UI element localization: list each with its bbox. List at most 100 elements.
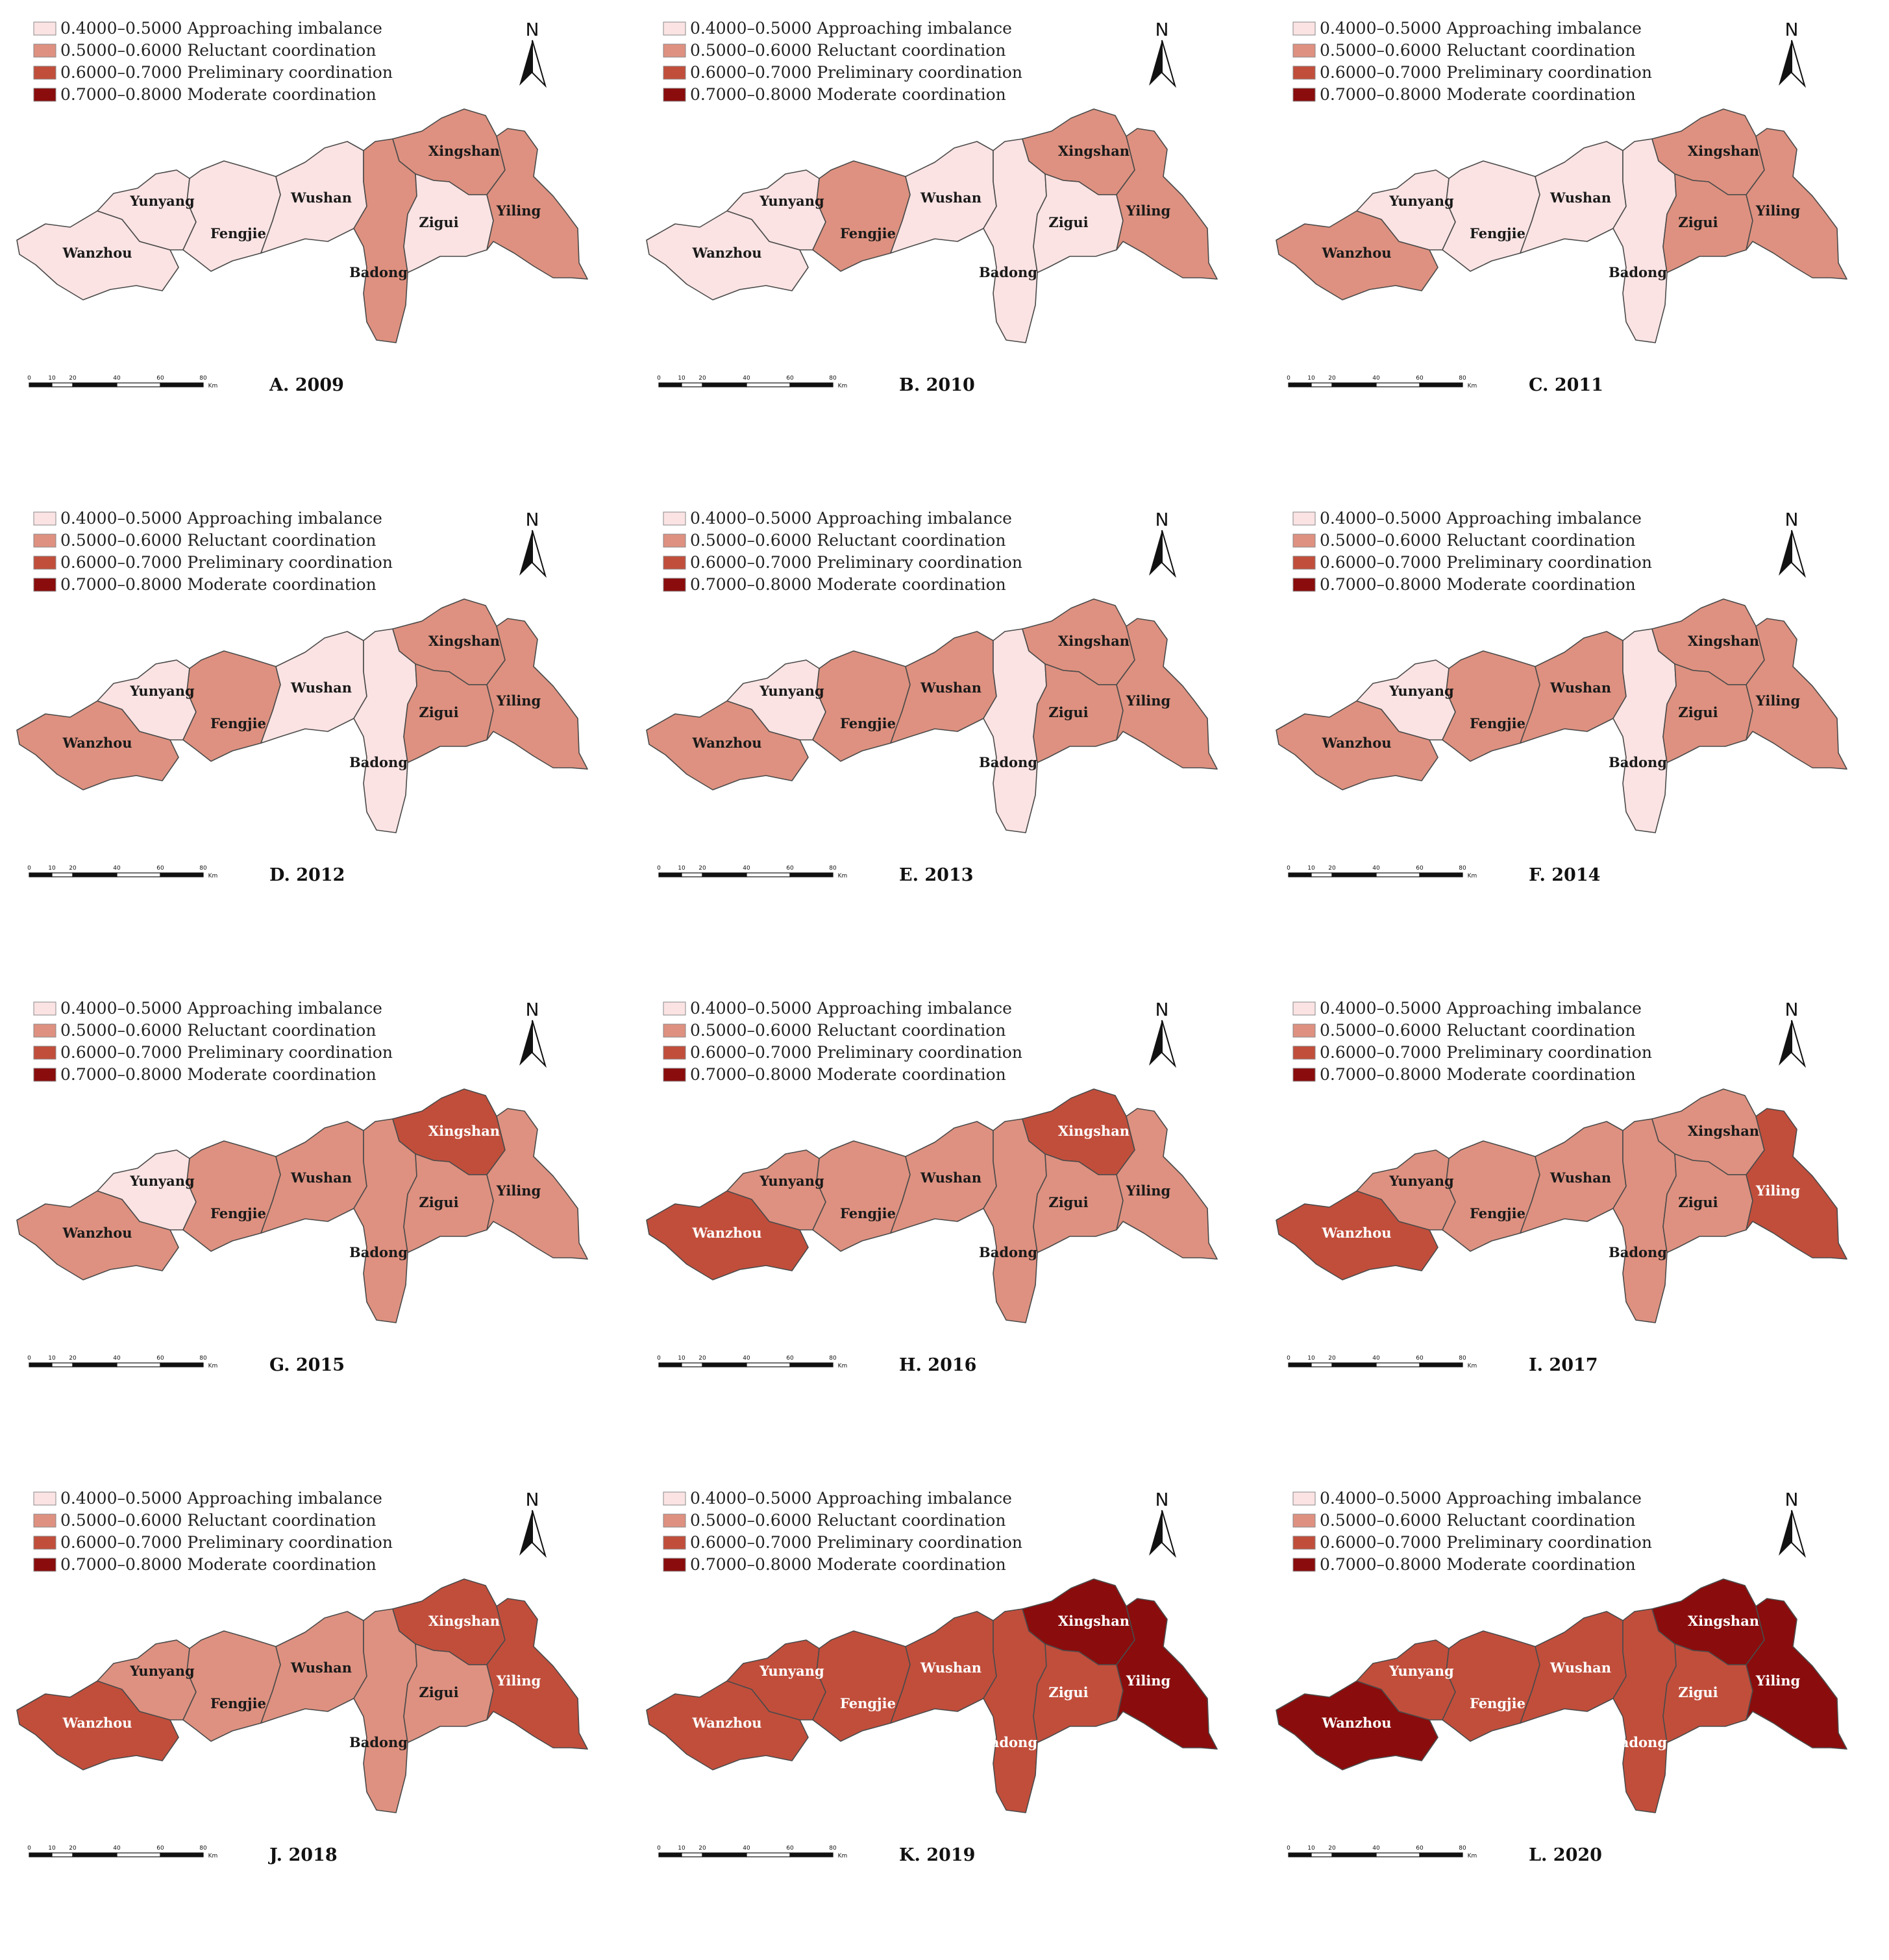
district-label: Yunyang: [1389, 193, 1454, 209]
north-arrow: N: [1779, 509, 1807, 578]
legend-label: 0.5000–0.6000 Reluctant coordination: [1320, 41, 1635, 60]
map-panel-svg: 0.4000–0.5000 Approaching imbalance 0.500…: [1276, 999, 1847, 1375]
legend-label: 0.7000–0.8000 Moderate coordination: [60, 575, 377, 594]
map-panel-svg: 0.4000–0.5000 Approaching imbalance 0.500…: [1276, 1489, 1847, 1865]
district-label: Wanzhou: [1321, 245, 1391, 261]
scale-tick-label: 10: [678, 1355, 685, 1362]
map-panel: 0.4000–0.5000 Approaching imbalance 0.500…: [1259, 1470, 1889, 1960]
district-label: Zigui: [1678, 214, 1718, 230]
scale-tick-label: 60: [1416, 1355, 1424, 1362]
legend-swatch: [33, 1023, 56, 1038]
legend-label: 0.5000–0.6000 Reluctant coordination: [690, 1021, 1006, 1040]
district-label: Fengjie: [840, 1205, 896, 1221]
map-panel: 0.4000–0.5000 Approaching imbalance 0.500…: [1259, 0, 1889, 490]
scale-unit: Km: [838, 1363, 848, 1369]
legend-swatch: [33, 533, 56, 548]
legend-swatch: [663, 578, 686, 592]
legend-swatch: [663, 88, 686, 102]
north-arrow-icon: [1791, 1020, 1807, 1068]
district-label: Wanzhou: [691, 1225, 761, 1241]
map-panel: 0.4000–0.5000 Approaching imbalance 0.500…: [0, 1470, 630, 1960]
scale-segment: [702, 382, 747, 387]
scale-tick-label: 40: [113, 375, 121, 382]
legend-label: 0.4000–0.5000 Approaching imbalance: [1320, 999, 1642, 1018]
panel-title: L. 2020: [1529, 1845, 1602, 1865]
map-panel: 0.4000–0.5000 Approaching imbalance 0.500…: [630, 980, 1259, 1470]
district-wanzhou: [16, 210, 179, 300]
map-panel-svg: 0.4000–0.5000 Approaching imbalance 0.500…: [16, 509, 588, 885]
scale-segment: [1331, 1362, 1377, 1367]
scale-tick-label: 60: [1416, 865, 1424, 872]
scale-unit: Km: [1468, 1363, 1477, 1369]
legend-swatch: [663, 1513, 686, 1528]
legend-label: 0.4000–0.5000 Approaching imbalance: [690, 1489, 1012, 1508]
district-label: Badong: [1609, 1244, 1667, 1260]
legend: 0.4000–0.5000 Approaching imbalance 0.500…: [663, 999, 1022, 1084]
district-label: Fengjie: [1470, 1695, 1525, 1711]
district-label: Yiling: [496, 1182, 541, 1199]
scale-tick-label: 40: [1372, 865, 1380, 872]
scale-segment: [1419, 1852, 1463, 1857]
legend-label: 0.7000–0.8000 Moderate coordination: [60, 1065, 377, 1084]
north-arrow-icon: [519, 1510, 532, 1556]
district-label: Xingshan: [1688, 633, 1759, 649]
map-panel-svg: 0.4000–0.5000 Approaching imbalance 0.500…: [646, 19, 1218, 395]
scale-tick-label: 60: [786, 865, 794, 872]
legend-swatch: [663, 1536, 686, 1550]
map-grid: 0.4000–0.5000 Approaching imbalance 0.500…: [16, 0, 1889, 1865]
district-label: Badong: [979, 1244, 1037, 1260]
district-label: Zigui: [1048, 1684, 1088, 1700]
district-zigui: [403, 663, 494, 763]
scale-segment: [29, 1362, 53, 1367]
district-label: Fengjie: [1470, 1205, 1525, 1221]
legend-label: 0.6000–0.7000 Preliminary coordination: [60, 1043, 393, 1062]
scale-tick-label: 0: [657, 865, 661, 872]
panel-title: C. 2011: [1529, 375, 1603, 395]
legend-label: 0.4000–0.5000 Approaching imbalance: [1320, 1489, 1642, 1508]
north-arrow-icon: [532, 40, 547, 88]
district-yiling: [1746, 618, 1847, 770]
district-label: Wushan: [1549, 1170, 1611, 1186]
panel-title: A. 2009: [269, 375, 344, 395]
district-fengjie: [182, 1630, 281, 1742]
legend-label: 0.4000–0.5000 Approaching imbalance: [690, 509, 1012, 528]
legend-swatch: [663, 43, 686, 58]
map-panel: 0.4000–0.5000 Approaching imbalance 0.500…: [1259, 980, 1889, 1470]
legend-label: 0.6000–0.7000 Preliminary coordination: [1320, 1043, 1652, 1062]
district-map: Wanzhou Yunyang Fengjie Wushan Badong Xingsha…: [16, 1088, 588, 1323]
legend: 0.4000–0.5000 Approaching imbalance 0.500…: [1292, 509, 1652, 594]
district-label: Fengjie: [210, 715, 266, 731]
district-label: Badong: [1609, 1734, 1667, 1750]
north-arrow-icon: [532, 530, 547, 578]
north-arrow-icon: [1161, 40, 1177, 88]
legend-swatch: [663, 533, 686, 548]
legend-label: 0.7000–0.8000 Moderate coordination: [690, 1555, 1006, 1574]
scale-tick-label: 0: [1287, 375, 1290, 382]
district-label: Wanzhou: [62, 1225, 132, 1241]
district-label: Wushan: [920, 680, 982, 696]
district-fengjie: [812, 1140, 911, 1252]
scale-segment: [789, 1362, 833, 1367]
legend: 0.4000–0.5000 Approaching imbalance 0.500…: [1292, 999, 1652, 1084]
district-label: Xingshan: [428, 143, 500, 159]
scale-tick-label: 40: [113, 865, 121, 872]
map-panel-svg: 0.4000–0.5000 Approaching imbalance 0.500…: [16, 999, 588, 1375]
scale-segment: [746, 872, 791, 877]
legend-label: 0.6000–0.7000 Preliminary coordination: [60, 553, 393, 572]
district-label: Badong: [349, 754, 408, 770]
scale-tick-label: 20: [69, 865, 77, 872]
scale-tick-label: 80: [829, 865, 837, 872]
district-label: Zigui: [1678, 1194, 1718, 1210]
legend-label: 0.5000–0.6000 Reluctant coordination: [60, 1511, 376, 1530]
district-fengjie: [182, 650, 281, 762]
district-fengjie: [1442, 160, 1540, 272]
district-label: Yiling: [1126, 692, 1171, 709]
legend-label: 0.4000–0.5000 Approaching imbalance: [60, 999, 382, 1018]
scale-tick-label: 80: [1459, 375, 1466, 382]
district-label: Zigui: [1678, 704, 1718, 720]
district-label: Wanzhou: [62, 1715, 132, 1731]
scale-segment: [116, 872, 161, 877]
